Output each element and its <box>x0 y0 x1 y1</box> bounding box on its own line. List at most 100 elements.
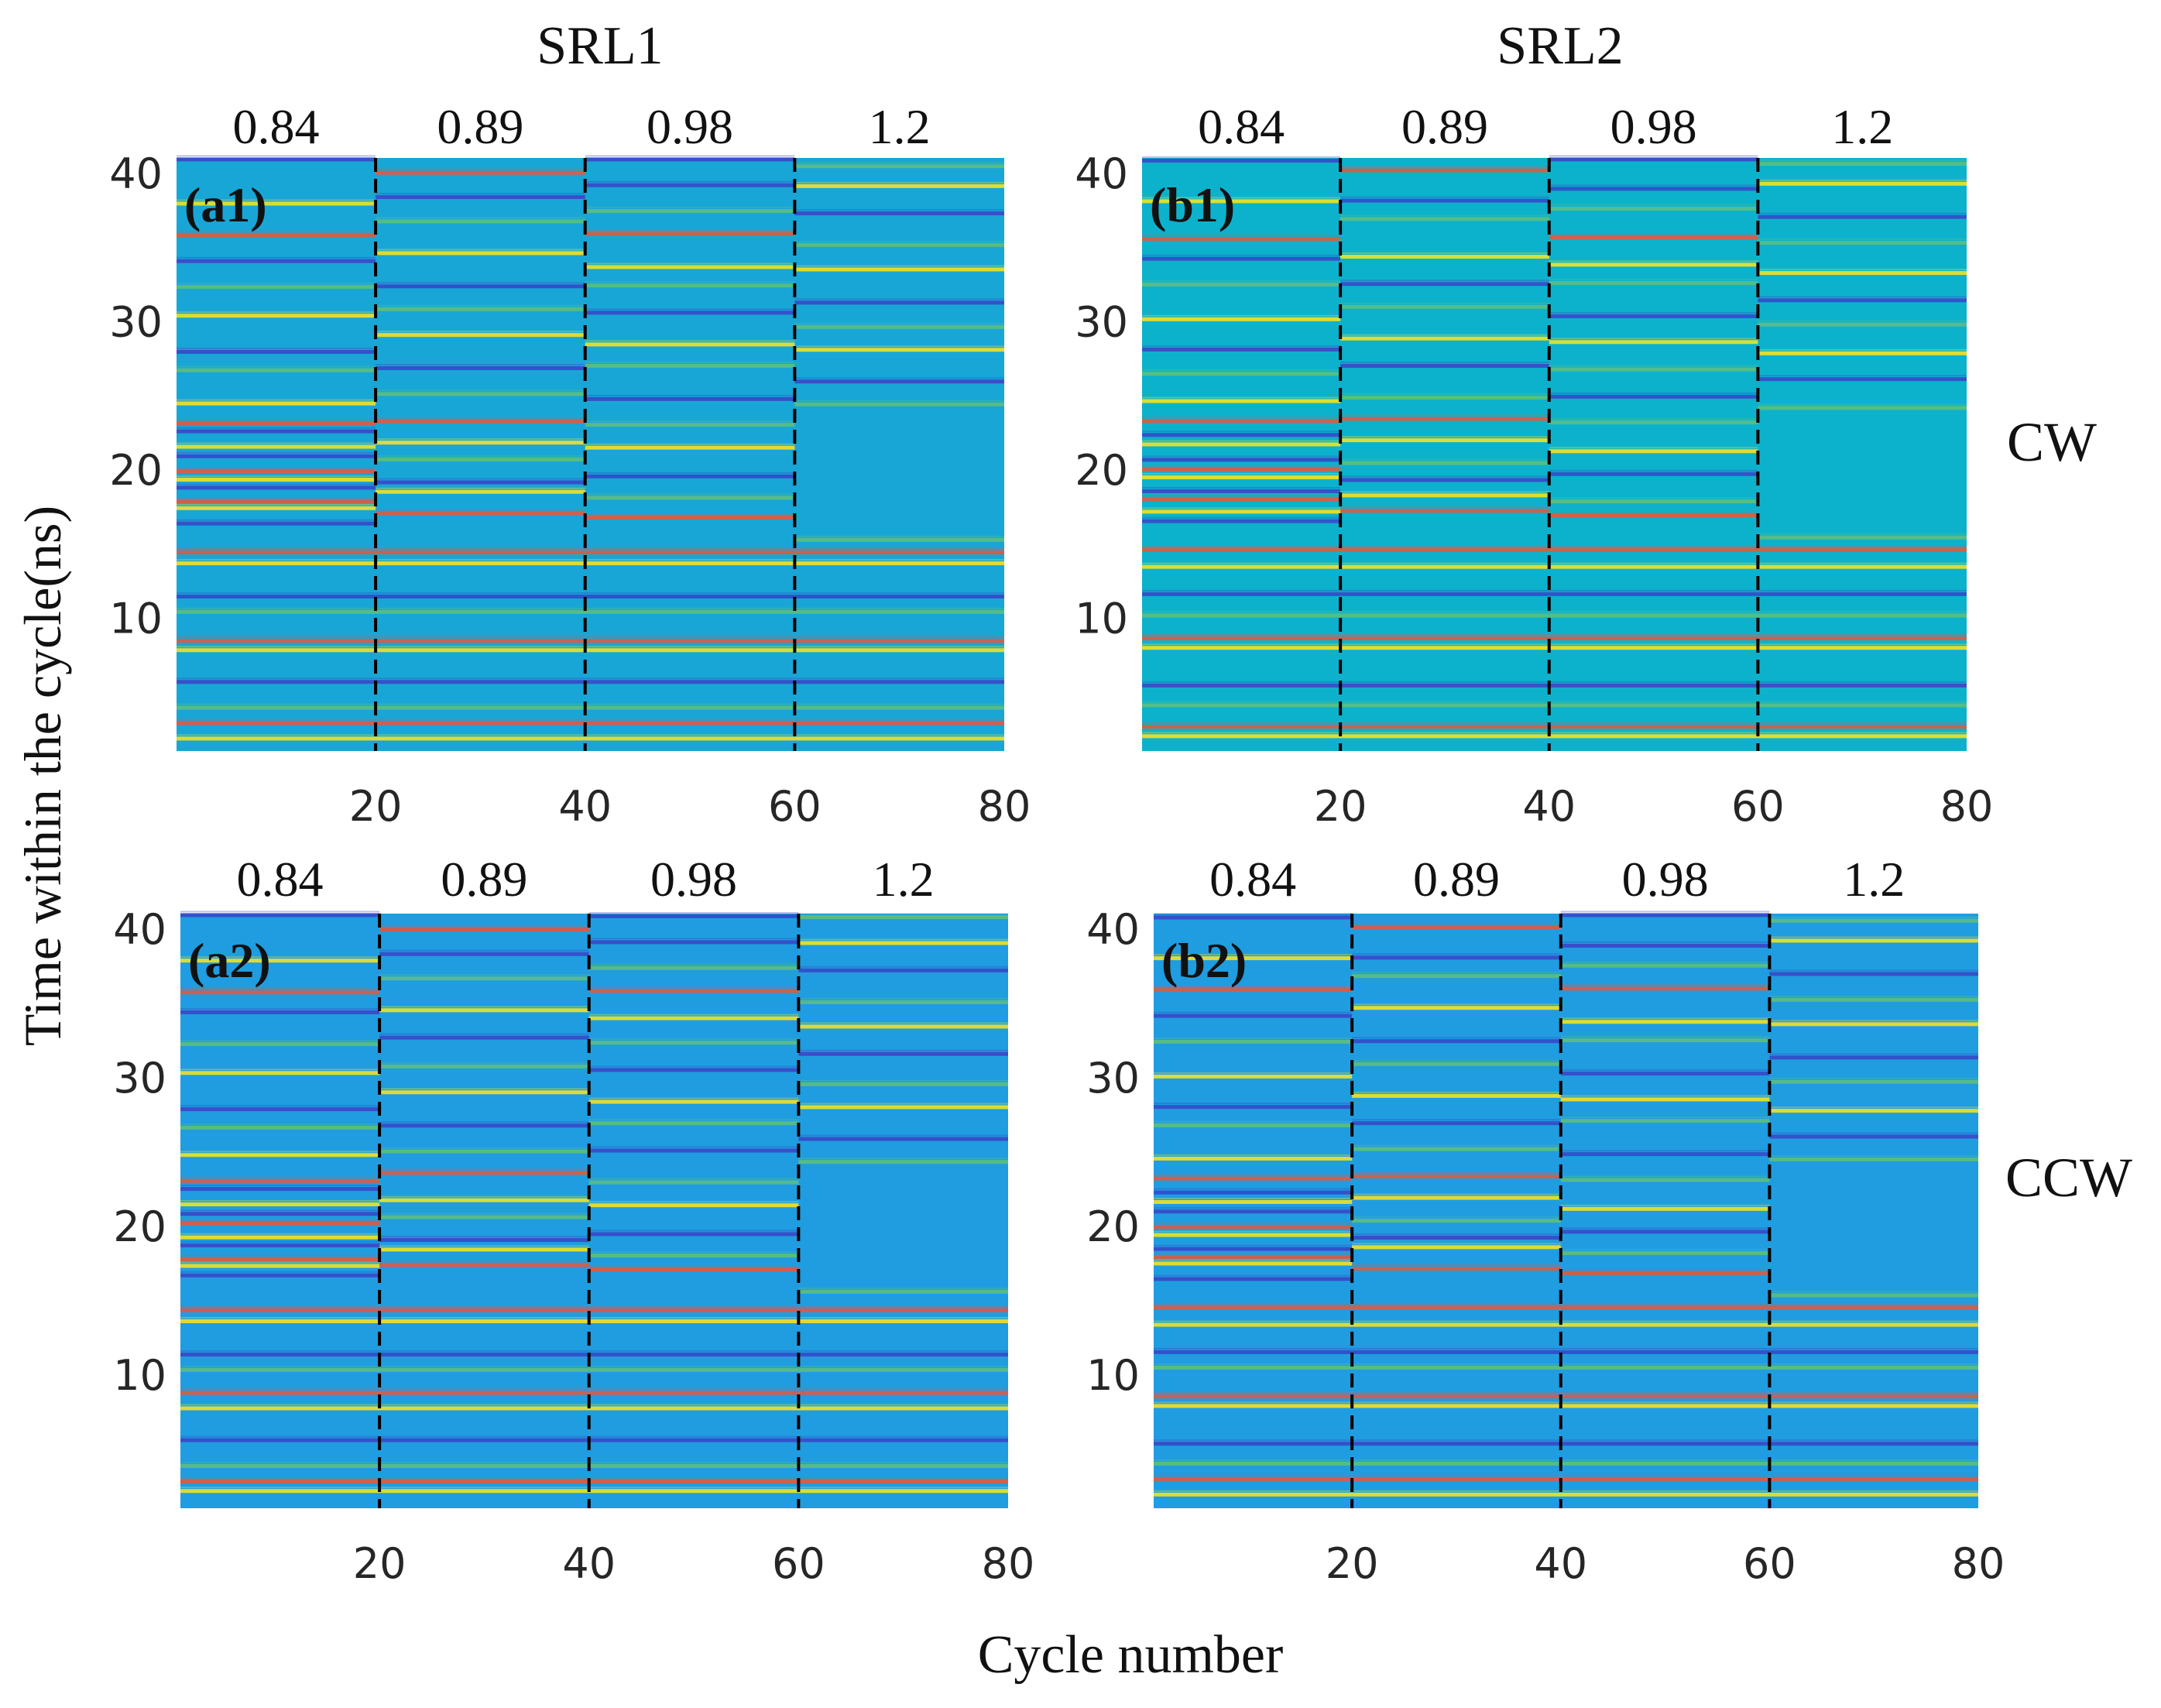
data-line-halo <box>798 1079 1008 1082</box>
data-line-halo <box>379 1435 589 1438</box>
data-line <box>798 1319 1008 1323</box>
data-line-halo <box>1340 196 1549 198</box>
data-line <box>1154 956 1353 961</box>
data-line <box>1769 1404 1978 1408</box>
data-line-halo <box>1560 1150 1770 1152</box>
data-line <box>798 1479 1008 1483</box>
data-line <box>588 1041 799 1045</box>
data-line-halo <box>376 331 585 333</box>
data-line <box>1340 255 1549 259</box>
data-line-halo <box>1340 458 1549 461</box>
y-tick-label: 20 <box>109 446 163 495</box>
data-line <box>177 429 376 434</box>
data-line <box>1758 298 1967 303</box>
data-line-halo <box>180 1461 380 1463</box>
data-line <box>1560 1038 1770 1043</box>
data-line <box>1549 725 1758 729</box>
data-line-halo <box>379 1316 589 1319</box>
data-line-halo <box>376 636 585 639</box>
segment-label: 0.98 <box>1610 99 1697 154</box>
data-line-halo <box>1154 1011 1353 1013</box>
data-line <box>379 1463 589 1468</box>
data-line <box>379 1367 589 1372</box>
data-line-halo <box>379 1404 589 1406</box>
data-line <box>376 680 585 684</box>
data-line <box>585 721 795 725</box>
data-line <box>1352 1442 1561 1446</box>
data-line-halo <box>794 298 1004 300</box>
heatmap-background <box>1142 158 1967 751</box>
row-label-cw: CW <box>2007 411 2097 473</box>
data-line-halo <box>585 180 795 183</box>
data-line-halo <box>376 646 585 648</box>
data-line-halo <box>585 493 795 496</box>
panel-a2: 0.84 0.89 0.98 1.2 (a2) 10 20 30 40 20 40 60 80 <box>113 852 1034 1588</box>
data-line-halo <box>1769 1439 1978 1442</box>
data-line-halo <box>588 1251 799 1254</box>
data-line <box>376 721 585 725</box>
data-line-halo <box>1549 701 1758 703</box>
y-tick-label: 20 <box>1075 446 1128 495</box>
y-tick-label: 40 <box>113 905 166 954</box>
data-line <box>794 705 1004 710</box>
data-line-halo <box>585 636 795 639</box>
data-line <box>585 550 795 554</box>
data-line-halo <box>1352 1347 1561 1350</box>
data-line-halo <box>1560 1401 1770 1404</box>
data-line-halo <box>376 217 585 219</box>
data-line-halo <box>1142 430 1341 433</box>
data-line <box>180 1406 380 1411</box>
data-line <box>1758 181 1967 186</box>
data-line-halo <box>1758 722 1967 725</box>
data-line-halo <box>1142 235 1341 237</box>
data-line <box>1549 592 1758 596</box>
data-line-halo <box>1352 1216 1561 1219</box>
data-line <box>1769 918 1978 923</box>
data-line-halo <box>585 281 795 283</box>
data-line-halo <box>1549 338 1758 340</box>
data-line <box>379 1319 589 1323</box>
data-line-halo <box>376 389 585 392</box>
data-line-halo <box>1549 279 1758 281</box>
x-tick-label: 40 <box>558 782 612 831</box>
data-line <box>376 251 585 256</box>
data-line <box>1352 1305 1561 1310</box>
data-line <box>1154 1074 1353 1079</box>
data-line-halo <box>177 451 376 454</box>
x-tick-label: 60 <box>1731 782 1785 831</box>
data-line <box>1758 535 1967 540</box>
data-line-halo <box>588 938 799 940</box>
data-line-halo <box>794 646 1004 648</box>
data-line <box>1142 636 1341 640</box>
data-line-halo <box>1340 732 1549 734</box>
data-line <box>180 1352 380 1356</box>
data-line-halo <box>1560 1116 1770 1119</box>
data-line-halo <box>588 963 799 965</box>
data-line-halo <box>1142 643 1341 646</box>
data-line <box>1560 1476 1770 1481</box>
data-line <box>1352 1236 1561 1240</box>
data-line-halo <box>376 607 585 609</box>
segment-label: 1.2 <box>873 852 935 907</box>
data-line-halo <box>585 513 795 516</box>
data-line <box>1352 1476 1561 1481</box>
data-line <box>1142 458 1341 462</box>
data-line <box>180 913 380 917</box>
data-line-halo <box>1154 1392 1353 1394</box>
data-line-halo <box>588 1316 799 1319</box>
data-line <box>588 1254 799 1258</box>
data-line <box>379 1090 589 1095</box>
data-line-halo <box>585 443 795 445</box>
y-tick-label: 30 <box>113 1054 166 1103</box>
data-line-halo <box>376 455 585 458</box>
data-line-halo <box>1560 1095 1770 1097</box>
data-line <box>180 1438 380 1442</box>
x-tick-label: 60 <box>1743 1539 1796 1588</box>
data-line <box>1352 1365 1561 1370</box>
data-line-halo <box>588 1435 799 1438</box>
data-line-halo <box>379 1461 589 1463</box>
column-title-srl2: SRL2 <box>1497 16 1623 76</box>
data-line <box>1340 363 1549 368</box>
data-line-halo <box>1352 1439 1561 1442</box>
data-line <box>379 1064 589 1068</box>
